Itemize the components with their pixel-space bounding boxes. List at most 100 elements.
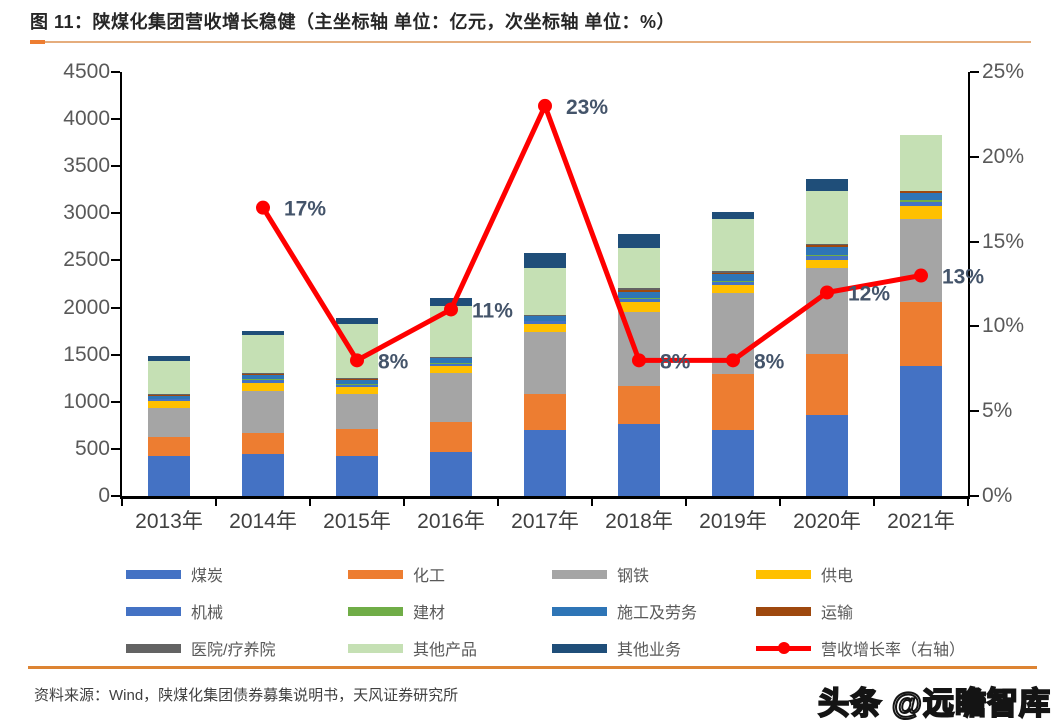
legend-label: 施工及劳务 [617, 605, 698, 622]
x-axis-label: 2017年 [511, 510, 579, 533]
right-axis-tick-label: 0% [982, 484, 1013, 507]
left-axis-tick-label: 4000 [63, 107, 110, 131]
bar-segment-其他产品 [242, 335, 284, 373]
left-axis-tick-label: 1000 [63, 389, 110, 413]
legend-item-营收增长率（右轴）: 营收增长率（右轴） [756, 636, 1006, 660]
bar-segment-机械 [336, 384, 378, 387]
bar-segment-机械 [242, 379, 284, 383]
bar-segment-医院/疗养院 [618, 288, 660, 290]
bar-segment-医院/疗养院 [242, 372, 284, 374]
bar-segment-其他业务 [148, 355, 190, 361]
bar-segment-运输 [242, 373, 284, 375]
right-axis-tick-label: 15% [982, 229, 1025, 253]
legend-color-swatch [126, 643, 181, 653]
watermark: 头条 @远瞻智库 [817, 685, 1051, 722]
stacked-bar-2014年 [242, 330, 284, 496]
source-note: 资料来源：Wind，陕煤化集团债券募集说明书，天风证券研究所 [34, 687, 459, 704]
bar-segment-医院/疗养院 [806, 244, 848, 246]
left-axis-tick [111, 306, 120, 309]
left-axis-tick [111, 259, 120, 262]
bar-segment-施工及劳务 [336, 379, 378, 385]
x-axis-label: 2016年 [417, 510, 485, 533]
legend-color-swatch [348, 643, 403, 653]
bar-segment-供电 [712, 284, 754, 294]
growth-data-label: 8% [378, 350, 409, 373]
bar-segment-建材 [806, 255, 848, 257]
bar-segment-煤炭 [806, 414, 848, 496]
legend-color-swatch [126, 606, 181, 616]
right-axis-tick [970, 240, 979, 243]
growth-data-label: 8% [660, 350, 691, 373]
growth-data-label: 12% [848, 282, 890, 305]
bar-segment-化工 [430, 421, 472, 452]
left-axis-tick-label: 500 [74, 436, 110, 460]
bar-segment-施工及劳务 [430, 358, 472, 364]
stacked-bar-2021年 [900, 134, 942, 496]
x-axis-tick [685, 499, 687, 506]
legend-color-swatch [348, 606, 403, 616]
legend-item-供电: 供电 [756, 562, 1006, 586]
legend-color-swatch [756, 606, 811, 616]
stacked-bar-2016年 [430, 298, 472, 496]
x-axis-tick [215, 499, 217, 506]
bar-segment-施工及劳务 [712, 273, 754, 282]
legend-label: 机械 [191, 605, 224, 622]
bar-segment-机械 [712, 282, 754, 285]
legend-item-建材: 建材 [348, 599, 552, 623]
x-axis-label: 2013年 [135, 510, 203, 533]
bar-segment-医院/疗养院 [148, 394, 190, 396]
right-axis-tick [970, 495, 979, 497]
right-axis-tick-label: 25% [982, 60, 1025, 83]
left-axis-tick [111, 495, 120, 497]
stacked-bar-2020年 [806, 178, 848, 496]
bar-segment-化工 [712, 374, 754, 430]
bar-segment-钢铁 [336, 394, 378, 430]
bar-segment-建材 [900, 199, 942, 203]
right-axis-tick [970, 155, 979, 158]
bar-segment-供电 [242, 382, 284, 391]
right-axis-tick [970, 410, 979, 413]
left-axis-tick-label: 1500 [63, 342, 110, 366]
legend-item-机械: 机械 [126, 599, 348, 623]
bar-segment-建材 [712, 281, 754, 283]
left-axis-tick [111, 165, 120, 168]
title-divider [30, 40, 1031, 44]
bar-segment-钢铁 [242, 390, 284, 434]
bar-segment-其他业务 [242, 330, 284, 336]
stacked-bar-2015年 [336, 318, 378, 496]
legend-label: 运输 [821, 605, 854, 622]
bar-segment-医院/疗养院 [336, 378, 378, 380]
bar-segment-化工 [148, 436, 190, 456]
x-axis-tick [967, 499, 969, 506]
bar-segment-施工及劳务 [618, 291, 660, 299]
growth-data-label: 23% [566, 96, 608, 119]
bar-segment-化工 [242, 433, 284, 454]
bar-segment-煤炭 [900, 365, 942, 496]
legend-color-swatch [552, 606, 607, 616]
x-axis-tick [497, 499, 499, 506]
x-axis-tick [121, 499, 123, 506]
bar-segment-施工及劳务 [900, 193, 942, 200]
x-axis-tick [309, 499, 311, 506]
bar-segment-机械 [900, 202, 942, 206]
legend-item-其他业务: 其他业务 [552, 636, 756, 660]
bar-segment-机械 [618, 299, 660, 302]
bar-segment-其他业务 [430, 298, 472, 307]
bar-segment-其他产品 [524, 268, 566, 315]
growth-line-point [726, 353, 740, 368]
growth-line [260, 103, 924, 363]
bar-segment-化工 [524, 394, 566, 430]
bar-segment-钢铁 [430, 373, 472, 422]
growth-line-point [256, 200, 270, 215]
bar-segment-其他产品 [712, 219, 754, 272]
x-axis-label: 2021年 [887, 510, 955, 533]
left-axis-tick [111, 212, 120, 215]
x-axis-label: 2015年 [323, 510, 391, 533]
legend-label: 煤炭 [191, 568, 224, 585]
legend-color-swatch [348, 569, 403, 579]
legend-color-swatch [756, 569, 811, 579]
bar-segment-施工及劳务 [242, 374, 284, 380]
legend-label: 其他业务 [617, 642, 682, 659]
growth-line-point [350, 353, 364, 368]
